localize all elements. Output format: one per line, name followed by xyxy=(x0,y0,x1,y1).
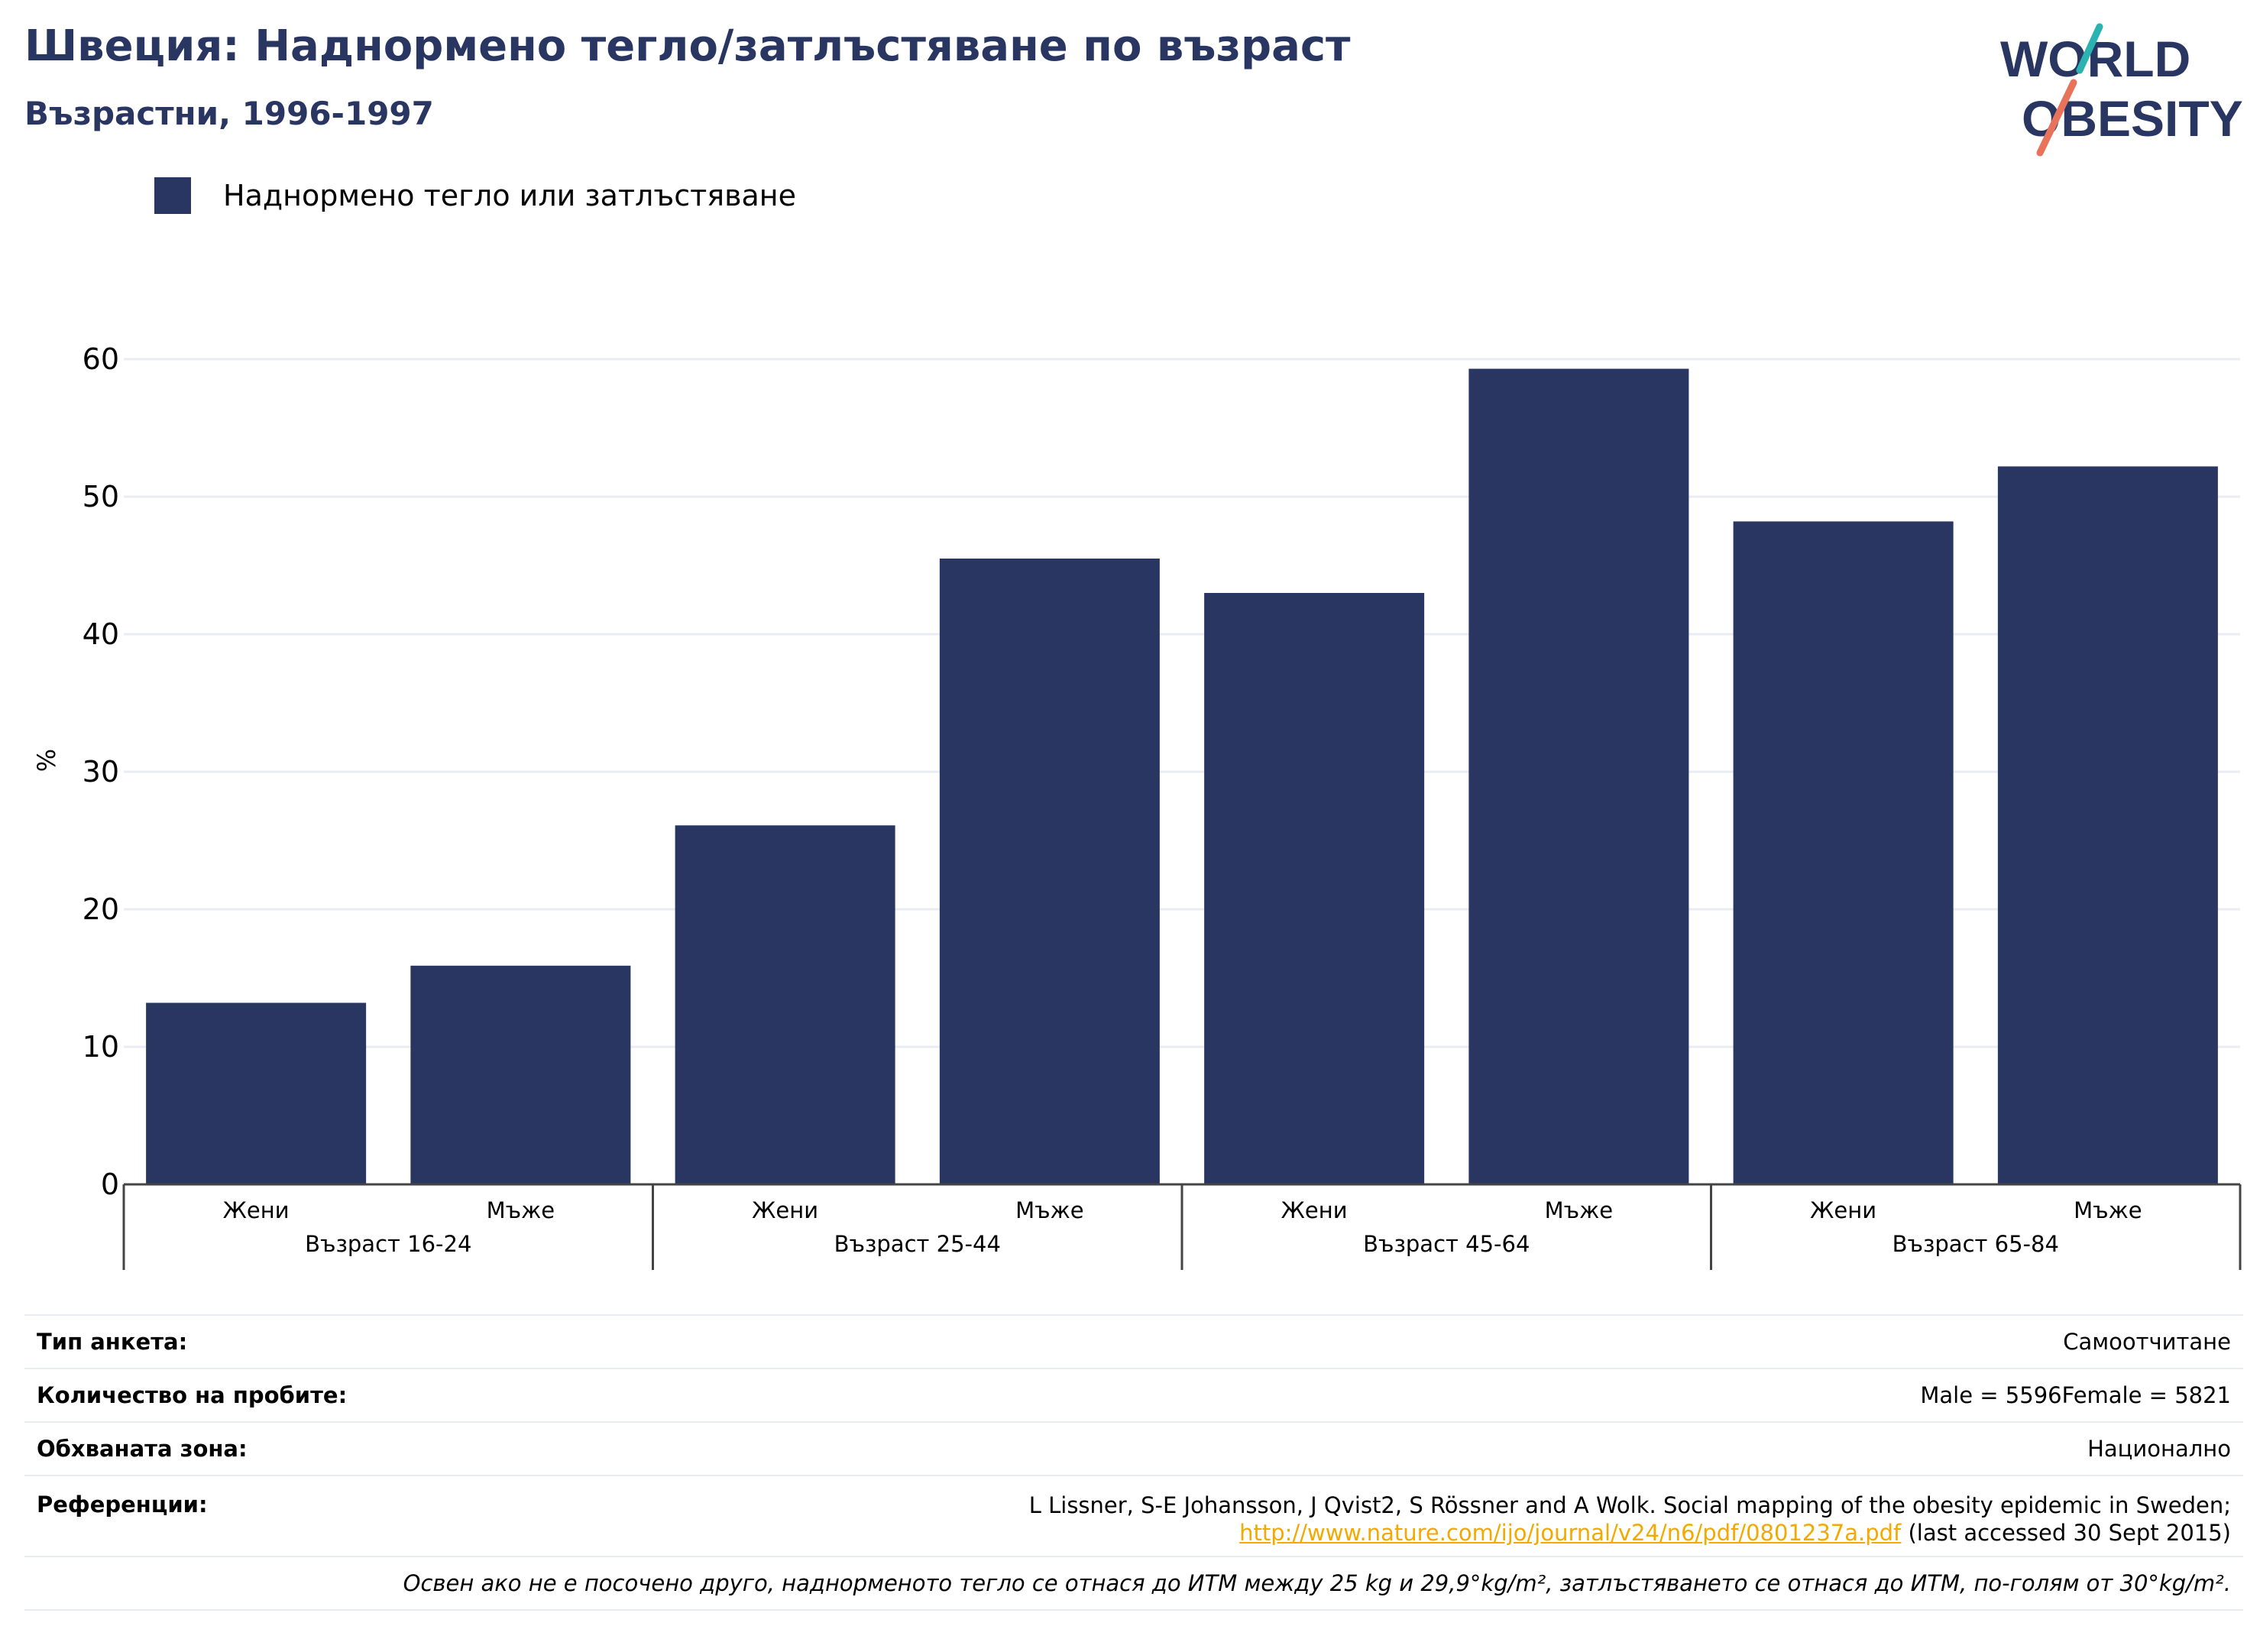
info-row-note: Освен ако не е посочено друго, наднормен… xyxy=(24,1557,2243,1611)
logo-slash-teal xyxy=(2076,23,2103,74)
logo-slash-coral xyxy=(2036,79,2077,157)
y-tick-label: 40 xyxy=(83,617,119,651)
world-obesity-logo: WORLD OBESITY xyxy=(2000,23,2243,157)
group-label: Възраст 45-64 xyxy=(1363,1231,1530,1257)
page-title: Швеция: Наднормено тегло/затлъстяване по… xyxy=(24,21,1351,71)
survey-type-value: Самоотчитане xyxy=(2063,1329,2231,1355)
x-tick-label: Мъже xyxy=(1545,1197,1613,1223)
page-subtitle: Възрастни, 1996-1997 xyxy=(24,95,434,132)
x-tick-label: Жени xyxy=(752,1197,818,1223)
y-tick-label: 10 xyxy=(83,1030,119,1064)
references-accessed: (last accessed 30 Sept 2015) xyxy=(1901,1520,2231,1546)
info-row-survey-type: Тип анкета: Самоотчитане xyxy=(24,1314,2243,1369)
survey-type-label: Тип анкета: xyxy=(37,1329,188,1355)
bar xyxy=(1204,593,1425,1184)
y-tick-label: 0 xyxy=(101,1168,119,1201)
bar xyxy=(939,559,1160,1184)
references-text: L Lissner, S-E Johansson, J Qvist2, S Rö… xyxy=(1028,1492,2231,1518)
sample-size-value: Male = 5596Female = 5821 xyxy=(1920,1382,2231,1408)
group-label: Възраст 16-24 xyxy=(305,1231,471,1257)
bar-chart: 0 10 20 30 40 50 60% Жени Мъже Жени Мъже Жени Мъже Же… xyxy=(32,342,2242,1270)
bar xyxy=(1997,466,2218,1184)
legend: Наднормено тегло или затлъстяване xyxy=(154,177,796,214)
info-row-area: Обхваната зона: Национално xyxy=(24,1423,2243,1476)
group-label: Възраст 65-84 xyxy=(1893,1231,2059,1257)
area-label: Обхваната зона: xyxy=(37,1436,248,1462)
x-tick-label: Жени xyxy=(1810,1197,1876,1223)
bar xyxy=(146,1003,367,1184)
sample-size-label: Количество на пробите: xyxy=(37,1382,348,1408)
y-tick-label: 50 xyxy=(83,480,119,513)
x-tick-label: Мъже xyxy=(1015,1197,1083,1223)
y-tick-label: 20 xyxy=(83,892,119,926)
bar xyxy=(675,825,895,1184)
x-tick-label: Мъже xyxy=(2074,1197,2142,1223)
group-label: Възраст 25-44 xyxy=(834,1231,1001,1257)
bmi-note: Освен ако не е посочено друго, наднормен… xyxy=(403,1570,2231,1596)
area-value: Национално xyxy=(2087,1436,2231,1462)
y-axis-label: % xyxy=(32,749,61,772)
y-tick-label: 60 xyxy=(83,342,119,376)
x-tick-label: Жени xyxy=(1281,1197,1348,1223)
x-tick-label: Мъже xyxy=(487,1197,555,1223)
references-value: L Lissner, S-E Johansson, J Qvist2, S Rö… xyxy=(1029,1492,2231,1547)
y-tick-label: 30 xyxy=(83,755,119,789)
bar xyxy=(410,965,631,1184)
info-row-sample-size: Количество на пробите: Male = 5596Female… xyxy=(24,1369,2243,1423)
bar xyxy=(1468,368,1689,1185)
references-link[interactable]: http://www.nature.com/ijo/journal/v24/n6… xyxy=(1239,1520,1902,1546)
info-row-references: Референции: L Lissner, S-E Johansson, J … xyxy=(24,1476,2243,1557)
info-table: Тип анкета: Самоотчитане Количество на п… xyxy=(24,1314,2243,1611)
bar xyxy=(1733,521,1954,1184)
x-tick-label: Жени xyxy=(223,1197,290,1223)
references-label: Референции: xyxy=(37,1492,208,1518)
legend-swatch xyxy=(154,177,191,214)
legend-label: Наднормено тегло или затлъстяване xyxy=(223,179,796,212)
